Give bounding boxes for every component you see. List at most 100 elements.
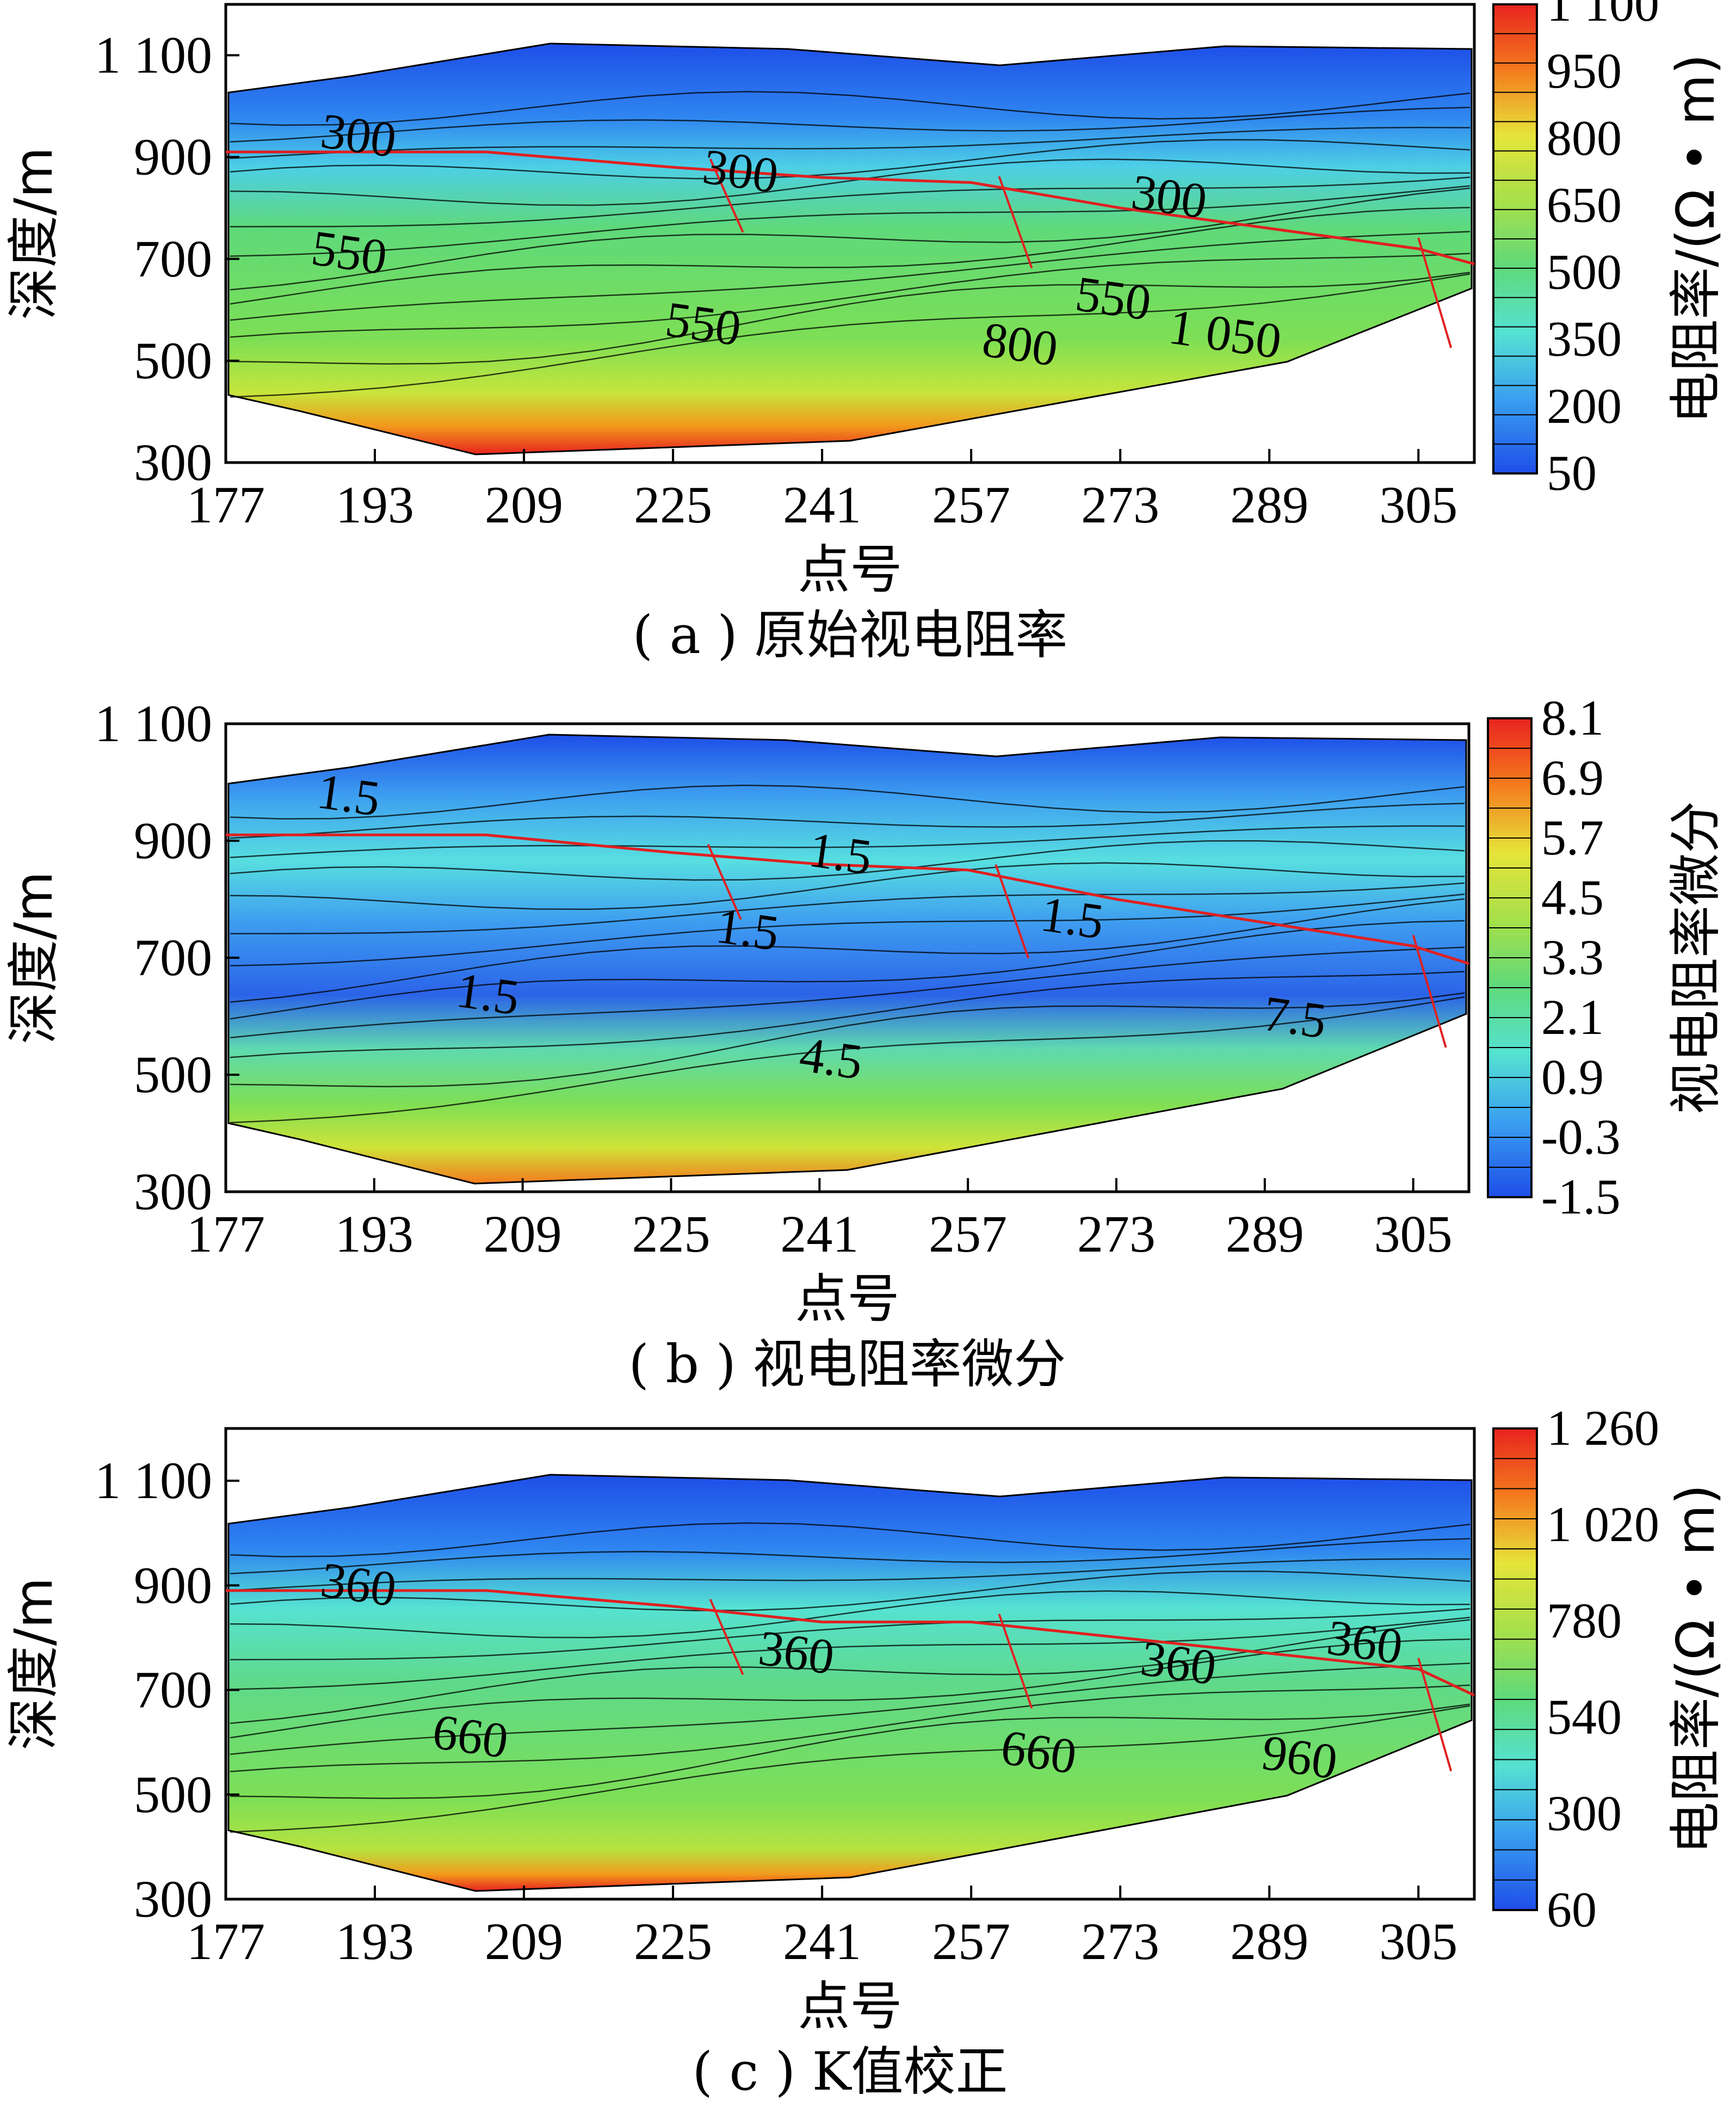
colorbar-tick-label: 3.3 (1541, 929, 1604, 985)
contour-line (230, 992, 1465, 1088)
contour-line (230, 1570, 1471, 1611)
fault-line (994, 864, 1030, 959)
x-tick-label: 209 (485, 476, 563, 534)
x-tick-label: 305 (1374, 1205, 1453, 1263)
colorbar-tick-label: 1 260 (1547, 1400, 1659, 1456)
x-axis-label: 点号 (795, 1268, 900, 1329)
contour-field (227, 734, 1467, 1185)
y-tick-label: 1 100 (95, 694, 212, 753)
fault-line (709, 158, 744, 233)
fault-line (998, 1613, 1033, 1709)
contour-label: 360 (756, 1619, 838, 1685)
contour-line (230, 207, 1471, 305)
contour-label: 550 (308, 220, 391, 285)
x-tick-label: 177 (187, 1205, 265, 1263)
x-tick-label: 305 (1379, 1912, 1457, 1970)
contour-label: 1.5 (806, 822, 875, 885)
contour-label: 660 (429, 1703, 511, 1769)
contour-line (230, 946, 1465, 1039)
x-axis-label: 点号 (798, 539, 903, 600)
panel-caption: ( c ) K值校正 (693, 2041, 1008, 2102)
colorbar-tick-label: 800 (1547, 110, 1622, 165)
contour-line (230, 158, 1471, 206)
contour-line (230, 996, 1465, 1124)
contour-line (230, 139, 1471, 180)
colorbar-tick-label: 650 (1547, 177, 1622, 232)
y-tick-label: 900 (134, 811, 212, 870)
contour-line (230, 187, 1471, 291)
colorbar-tick-label: 0.9 (1541, 1049, 1604, 1105)
colorbar-tick-label: 2.1 (1541, 989, 1604, 1045)
x-tick-label: 177 (187, 476, 265, 534)
x-tick-label: 209 (485, 1912, 563, 1970)
contour-label: 300 (1128, 164, 1210, 229)
colorbar-tick-label: 5.7 (1541, 810, 1604, 865)
contour-line (230, 1590, 1471, 1639)
x-tick-label: 273 (1077, 1205, 1156, 1263)
y-tick-label: 1 100 (95, 26, 212, 84)
colorbar-tick-label: 950 (1547, 43, 1622, 98)
contour-line (230, 107, 1471, 143)
contour-line (230, 1538, 1471, 1574)
contour-line (230, 185, 1471, 257)
x-tick-label: 225 (632, 1205, 711, 1263)
y-tick-label: 500 (134, 331, 212, 390)
fault-line (1417, 1658, 1453, 1772)
colorbar-tick-label: 8.1 (1541, 690, 1604, 746)
x-tick-label: 289 (1226, 1205, 1304, 1263)
x-tick-label: 241 (783, 476, 861, 534)
contour-line (230, 127, 1471, 159)
contour-label: 1.5 (453, 962, 523, 1026)
x-tick-label: 289 (1230, 1912, 1308, 1970)
fault-line (709, 1599, 744, 1676)
contour-line (230, 272, 1471, 365)
contour-label: 550 (662, 291, 744, 356)
contour-line (230, 862, 1465, 910)
panel-b: 1.5 1.5 1.5 1.5 1.5 4.5 7.5 177 193 209 225 241 257 2… (3, 690, 1726, 1395)
y-tick-label: 300 (134, 1870, 212, 1928)
y-tick-label: 300 (134, 433, 212, 491)
contour-line (230, 882, 1465, 935)
x-tick-label: 257 (932, 476, 1010, 534)
y-tick-label: 500 (134, 1765, 212, 1824)
y-axis-label: 深度/m (3, 871, 64, 1044)
contour-label: 1.5 (713, 897, 782, 961)
contour-line (230, 898, 1465, 1003)
x-axis-label: 点号 (798, 1976, 903, 2037)
panel-c: 360 360 360 360 660 660 960 177 193 209 225 241 257 2… (3, 1400, 1726, 2102)
contour-line (230, 91, 1471, 126)
y-axis-label: 深度/m (3, 147, 64, 320)
colorbar-label: 视电阻率微分 (1665, 801, 1726, 1114)
colorbar-tick-label: 60 (1547, 1882, 1597, 1937)
y-tick-label: 900 (134, 128, 212, 186)
contour-line (230, 231, 1471, 321)
x-tick-label: 225 (634, 476, 712, 534)
x-tick-label: 273 (1081, 476, 1159, 534)
contour-label: 800 (979, 311, 1061, 377)
boundary-line (226, 833, 1469, 965)
colorbar-tick-label: 500 (1547, 244, 1622, 300)
x-tick-label: 209 (484, 1205, 562, 1263)
colorbar-label: 电阻率/(Ω • m) (1665, 54, 1726, 424)
y-tick-label: 1 100 (95, 1451, 212, 1510)
contour-label: 7.5 (1260, 985, 1330, 1049)
contour-label: 300 (700, 138, 782, 204)
contour-label: 1.5 (314, 763, 384, 827)
contour-line (230, 1705, 1471, 1833)
contour-line (230, 784, 1465, 820)
contour-label: 960 (1258, 1724, 1340, 1790)
colorbar-tick-label: 780 (1547, 1593, 1622, 1648)
colorbar-tick-label: -0.3 (1541, 1109, 1621, 1165)
y-tick-label: 900 (134, 1556, 212, 1614)
colorbar-tick-label: 4.5 (1541, 870, 1604, 925)
contour-label: 360 (1324, 1609, 1406, 1674)
contour-line (230, 893, 1465, 967)
colorbar-tick-label: 1 020 (1547, 1496, 1659, 1552)
contour-line (230, 803, 1465, 839)
y-tick-label: 700 (134, 230, 212, 288)
colorbar-tick-label: -1.5 (1541, 1169, 1621, 1224)
x-tick-label: 305 (1379, 476, 1457, 534)
contour-line (230, 252, 1471, 338)
